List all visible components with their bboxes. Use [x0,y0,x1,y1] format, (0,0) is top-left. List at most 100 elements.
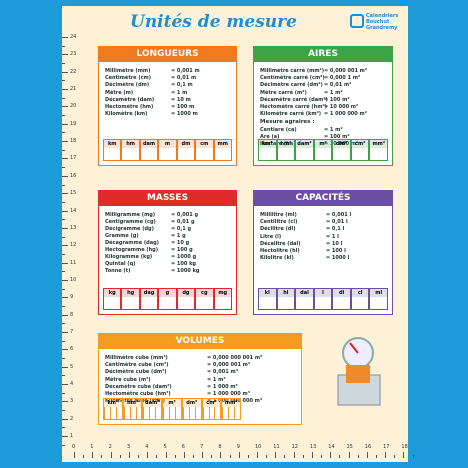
row-value: = 1 m [171,89,188,96]
ruler-number: 20 [70,103,77,110]
logo: Calendriers Bouchut Grandremy [366,13,398,31]
row-label: Décalitre (dal) [260,240,301,247]
empty-cell [370,297,388,309]
ruler-tick [74,452,75,458]
row-value: = 1 000 m³ [207,383,238,390]
ruler-tick [247,455,249,458]
ruler-number: 19 [70,120,77,127]
unit-column: m³ [162,398,182,420]
unit-label: hg [127,290,135,296]
ruler-number: 7 [200,444,204,450]
ruler-tick [321,455,322,458]
ruler-tick [339,455,340,458]
empty-cell [177,297,195,309]
ruler-tick [62,71,68,73]
row-label: Décigramme (dg) [105,226,154,232]
ruler-tick [62,349,68,350]
row-label: Décimètre carré (dm²) [260,82,323,89]
ruler-number: 3 [126,444,131,450]
ruler-tick [62,97,65,99]
sub-cell [129,407,136,419]
ruler-tick [266,455,267,458]
ruler-tick [62,314,68,316]
ruler-number: 16 [70,172,77,179]
row-value: = 10 000 m² [324,104,359,110]
sub-cell [104,407,110,419]
empty-cell [177,148,195,160]
empty-cell [163,407,181,419]
row-label: Hectomètre cube (hm³) [105,391,171,397]
unit-label: hm³ [127,400,139,406]
empty-cell [222,407,241,419]
ruler-number: 15 [346,444,353,450]
row-label: Mètre (m) [105,89,134,96]
unit-column: hm³ [122,398,143,420]
ruler-number: 16 [364,444,372,450]
ruler-tick [62,227,68,229]
unit-column: hl [276,288,296,310]
unit-column: mg [213,288,232,310]
ruler-tick [284,455,286,458]
ruler-number: 18 [401,444,408,450]
unit-label: cm³ [206,400,217,406]
unit-column: l [313,288,333,310]
empty-cell [277,297,295,309]
unit-label: ml [375,290,383,296]
unit-label: dam³ [145,400,160,406]
unit-label: kl [264,290,270,296]
ruler-number: 13 [309,444,317,450]
unit-column: dm³ [181,398,202,420]
ruler-tick [202,452,203,458]
unit-label: hm [126,141,136,147]
row-value: = 0,001 m [171,68,200,74]
ruler-tick [302,455,304,458]
ruler-tick [62,427,65,428]
row-value: = 1 000 000 m³ [207,391,250,397]
empty-cell [214,297,231,309]
empty-cell [140,148,158,160]
ruler-number: 22 [70,68,77,75]
logo-line: Calendriers [366,13,399,19]
row-value: = 1 l [326,233,339,240]
ruler-tick [62,193,68,194]
unit-column: dam [139,139,159,161]
ruler-tick [62,106,68,107]
unit-label: mg [218,290,228,296]
sub-cell [115,407,122,419]
row-label: Milligramme (mg) [105,212,156,218]
row-label: Centiare (ca) [260,126,297,133]
row-value: = 0,01 m [171,75,197,82]
unit-column: hg [121,288,140,310]
ruler-number: 0 [72,444,76,450]
row-value: = 1000 g [171,254,197,260]
unit-label: dam² [297,141,312,147]
row-label: Kilomètre carré (km²) [260,111,322,118]
empty-cell [333,297,350,309]
sub-cell [123,407,130,419]
ruler-tick [110,452,112,458]
row-value: = 0,1 m [171,82,193,89]
ruler-tick [275,452,276,458]
row-label: Millimètre cube (mm³) [105,355,168,361]
sub-cell [202,407,209,419]
row-value: = 100 kg [171,261,197,267]
unit-column: mm [213,139,232,161]
ruler-tick [357,455,359,458]
unit-label: dg [182,290,190,296]
unit-column: mm³ [221,398,242,420]
row-label: Décagramme (dag) [105,240,159,246]
row-label: Décamètre (dam) [105,96,155,103]
empty-cell [259,148,276,160]
row-value: = 0,000 1 m² [324,75,361,82]
row-value: = 1 m² [324,89,343,96]
ruler-tick [62,253,65,255]
ruler-number: 8 [70,311,74,318]
sub-cell [208,407,215,419]
ruler-tick [62,392,65,394]
unit-column: dm [176,139,196,161]
empty-cell [351,297,369,309]
row-label: Mètre carré (m²) [260,89,307,96]
row-value: = 100 m² [324,133,350,140]
ruler-number: 24 [70,34,77,40]
ruler-tick [62,262,68,264]
